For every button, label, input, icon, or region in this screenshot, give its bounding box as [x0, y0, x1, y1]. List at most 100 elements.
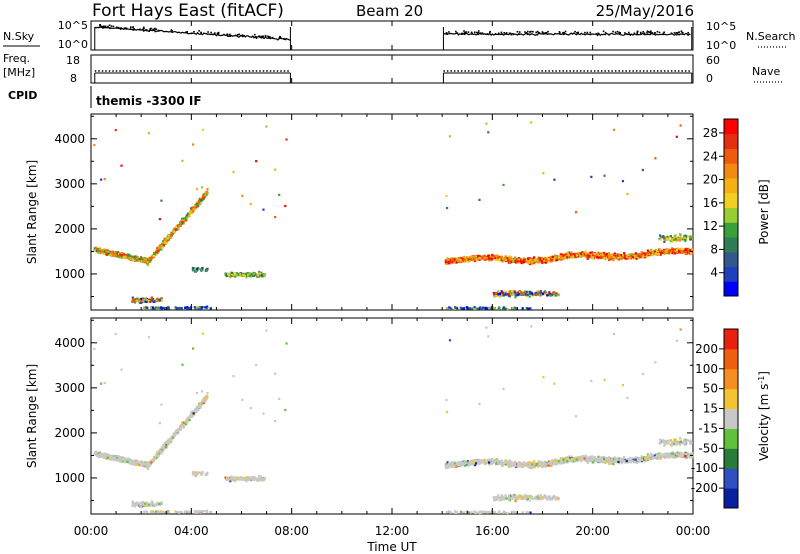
power-point: [617, 256, 620, 259]
power-point: [520, 291, 523, 294]
power-point: [669, 235, 672, 238]
power-point: [195, 269, 198, 272]
velocity-point: [235, 477, 238, 480]
velocity-point: [198, 401, 202, 404]
search-noise-point: [589, 33, 592, 36]
velocity-point: [149, 462, 153, 466]
velocity-point: [180, 424, 183, 427]
velocity-point: [167, 510, 170, 513]
velocity-point: [244, 478, 248, 481]
velocity-point: [142, 503, 145, 507]
power-point: [590, 175, 593, 178]
velocity-point: [177, 431, 180, 434]
colorbar-tick-label: 12: [703, 219, 718, 233]
nave-tick-high: 60: [706, 54, 720, 67]
power-point: [173, 228, 176, 231]
power-point: [135, 259, 139, 262]
velocity-point: [141, 501, 144, 504]
power-point: [463, 258, 466, 261]
search-noise-point: [509, 32, 512, 35]
velocity-point: [581, 458, 584, 461]
power-point: [156, 298, 159, 301]
power-point: [124, 255, 128, 259]
power-point: [106, 252, 109, 255]
power-point: [503, 294, 506, 297]
search-noise-point: [115, 26, 118, 29]
power-point: [156, 251, 159, 254]
search-noise-point: [542, 32, 544, 34]
power-point: [103, 177, 106, 181]
power-point: [114, 251, 117, 254]
search-noise-point: [541, 31, 544, 33]
velocity-point: [245, 480, 248, 483]
power-point: [533, 293, 536, 296]
power-point: [144, 258, 147, 262]
velocity-point: [632, 461, 636, 464]
power-point: [493, 295, 496, 298]
velocity-point: [98, 451, 102, 454]
power-point: [251, 274, 254, 278]
power-point: [681, 238, 684, 241]
power-point: [197, 306, 200, 309]
search-noise-point: [577, 31, 579, 34]
velocity-point: [225, 478, 228, 482]
power-point: [601, 256, 604, 259]
power-point: [513, 291, 516, 294]
velocity-point: [170, 438, 173, 441]
velocity-point: [224, 476, 227, 479]
power-point: [659, 248, 662, 251]
power-point: [459, 306, 462, 309]
power-point: [186, 306, 189, 309]
power-point: [160, 298, 164, 301]
power-point: [469, 256, 472, 259]
velocity-point: [185, 418, 189, 421]
search-noise-point: [586, 31, 589, 34]
power-point: [553, 292, 556, 296]
power-point: [659, 238, 662, 241]
search-noise-point: [212, 33, 214, 36]
power-point: [119, 256, 122, 259]
power-point: [177, 225, 180, 228]
power-point: [237, 273, 240, 276]
power-point: [529, 260, 533, 263]
power-point: [676, 247, 679, 250]
power-point: [553, 254, 557, 257]
velocity-point: [158, 502, 161, 505]
power-point: [559, 257, 563, 261]
power-point: [619, 256, 622, 259]
search-noise-point: [486, 33, 489, 35]
power-point: [200, 199, 203, 202]
power-point: [117, 251, 121, 254]
power-point: [670, 237, 673, 240]
velocity-point: [192, 412, 195, 415]
search-noise-point: [479, 32, 482, 35]
velocity-point: [197, 408, 200, 411]
power-point: [573, 252, 576, 256]
power-point: [533, 256, 536, 259]
power-point: [197, 204, 200, 207]
velocity-point: [98, 455, 101, 459]
power-point: [548, 293, 551, 296]
power-point: [239, 274, 242, 277]
power-point: [466, 255, 469, 259]
power-point: [566, 252, 570, 255]
power-point: [158, 299, 161, 303]
search-noise-point: [682, 32, 684, 34]
velocity-point: [162, 447, 165, 450]
search-noise-point: [614, 31, 617, 34]
velocity-point: [239, 477, 242, 480]
power-point: [522, 292, 525, 296]
power-point: [112, 252, 115, 255]
velocity-point: [147, 503, 151, 507]
power-point: [663, 250, 666, 253]
power-point: [447, 260, 450, 263]
power-point: [672, 252, 675, 255]
power-point: [195, 187, 199, 191]
power-point: [585, 254, 588, 257]
power-point: [634, 252, 637, 255]
velocity-point: [623, 456, 626, 459]
power-point: [507, 257, 510, 261]
colorbar-segment: [724, 192, 738, 208]
search-noise-point: [467, 31, 470, 33]
power-point: [572, 256, 575, 259]
